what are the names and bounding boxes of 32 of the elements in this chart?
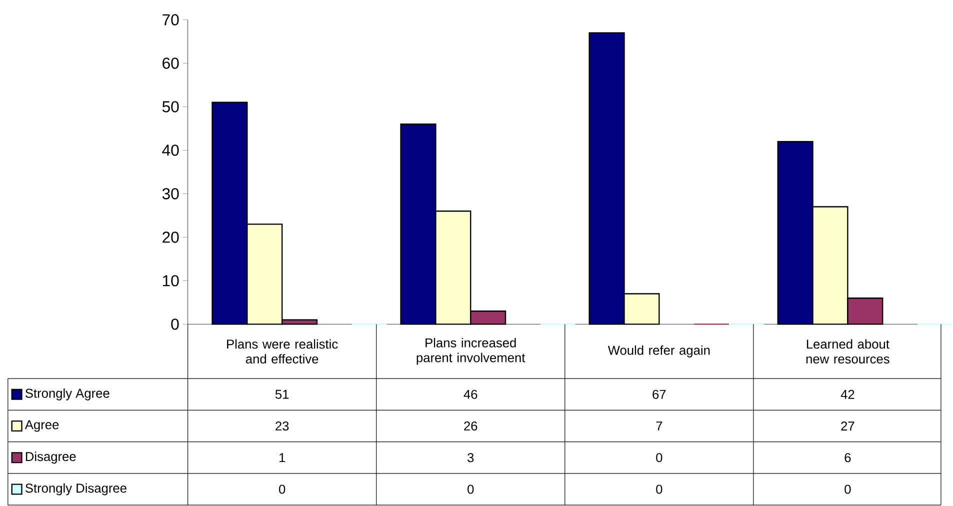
data-label: 0 bbox=[656, 484, 662, 494]
x-tick-label: Plans increased parent involvement bbox=[416, 338, 526, 365]
data-label: 46 bbox=[464, 390, 478, 399]
legend-label: Strongly Disagree bbox=[25, 483, 126, 496]
y-tick-label: 0 bbox=[171, 318, 179, 330]
y-tick-label: 30 bbox=[162, 188, 179, 200]
data-label: 7 bbox=[656, 422, 662, 430]
data-label: 51 bbox=[275, 390, 289, 399]
data-label: 42 bbox=[840, 390, 854, 399]
y-tick-label: 20 bbox=[162, 232, 179, 243]
legend-label: Agree bbox=[24, 420, 59, 432]
data-label: 27 bbox=[841, 421, 854, 430]
data-label: 67 bbox=[652, 390, 666, 399]
data-label: 26 bbox=[464, 421, 478, 431]
x-tick-label: Plans were realistic and effective bbox=[227, 339, 338, 364]
y-tick-label: 60 bbox=[162, 58, 179, 69]
data-label: 0 bbox=[656, 453, 662, 462]
x-tick-label: Learned about new resources bbox=[806, 339, 890, 364]
legend-label: Disagree bbox=[26, 452, 76, 464]
x-tick-label: Would refer again bbox=[608, 345, 710, 358]
data-label: 3 bbox=[468, 453, 474, 462]
data-label: 0 bbox=[279, 484, 286, 494]
legend-label: Strongly Agree bbox=[25, 388, 110, 400]
y-tick-label: 40 bbox=[162, 144, 179, 156]
y-tick-label: 70 bbox=[162, 14, 179, 26]
data-label: 0 bbox=[844, 484, 851, 494]
y-tick-label: 50 bbox=[162, 101, 179, 112]
y-tick-label: 10 bbox=[162, 275, 179, 286]
data-label: 1 bbox=[279, 453, 286, 462]
data-label: 23 bbox=[276, 421, 289, 431]
data-label: 0 bbox=[468, 484, 474, 494]
data-label: 6 bbox=[844, 453, 851, 462]
